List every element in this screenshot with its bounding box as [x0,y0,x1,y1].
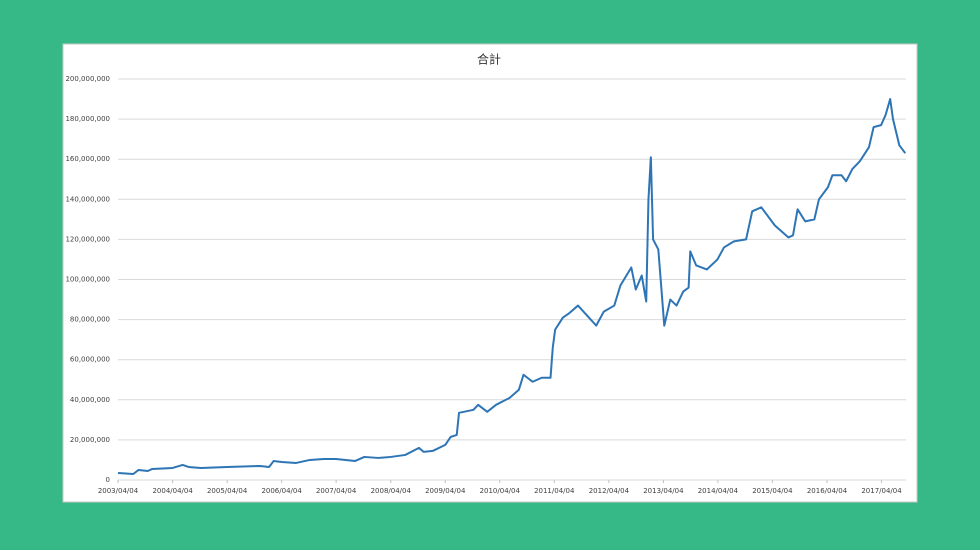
x-tick-label: 2003/04/04 [98,487,139,495]
y-tick-label: 80,000,000 [70,316,110,324]
y-tick-label: 20,000,000 [70,436,110,444]
x-tick-label: 2010/04/04 [480,487,521,495]
x-tick-label: 2008/04/04 [371,487,412,495]
y-tick-label: 160,000,000 [65,155,110,163]
x-tick-label: 2004/04/04 [152,487,193,495]
y-tick-label: 0 [106,476,110,484]
y-tick-label: 40,000,000 [70,396,110,404]
y-tick-label: 120,000,000 [65,235,110,243]
x-tick-label: 2009/04/04 [425,487,466,495]
x-tick-label: 2012/04/04 [589,487,630,495]
chart-panel [62,43,918,503]
y-tick-label: 100,000,000 [65,276,110,284]
x-tick-label: 2017/04/04 [861,487,902,495]
x-tick-label: 2005/04/04 [207,487,248,495]
x-tick-label: 2013/04/04 [643,487,684,495]
x-tick-label: 2006/04/04 [261,487,302,495]
x-tick-label: 2015/04/04 [752,487,793,495]
data-line [117,98,907,475]
chart-title: 合計 [477,52,501,67]
y-tick-label: 60,000,000 [70,356,110,364]
x-tick-label: 2016/04/04 [807,487,848,495]
y-tick-label: 140,000,000 [65,195,110,203]
x-tick-label: 2007/04/04 [316,487,357,495]
x-tick-label: 2011/04/04 [534,487,575,495]
y-tick-label: 180,000,000 [65,115,110,123]
x-tick-label: 2014/04/04 [698,487,739,495]
y-tick-label: 200,000,000 [65,75,110,83]
